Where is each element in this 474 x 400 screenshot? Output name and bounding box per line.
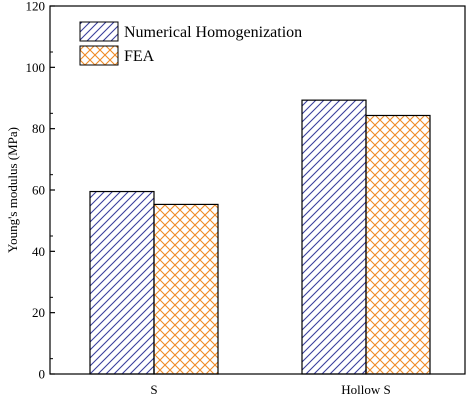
legend-label-fea: FEA <box>124 48 155 65</box>
y-tick-label: 100 <box>26 60 46 75</box>
bars <box>89 99 431 375</box>
legend-label-numerical-homogenization: Numerical Homogenization <box>124 24 302 41</box>
legend-swatch-numerical-homogenization <box>79 21 119 42</box>
y-axis-title: Young's modulus (MPa) <box>5 127 20 253</box>
legend: Numerical Homogenization FEA <box>79 21 302 66</box>
y-tick-label: 120 <box>26 0 46 14</box>
bar-numerical-homogenization-hollow-s <box>301 99 367 375</box>
y-tick-label: 60 <box>32 183 45 198</box>
bar-fea-s <box>153 203 219 375</box>
y-tick-label: 20 <box>32 305 45 320</box>
legend-swatch-fea <box>79 45 119 66</box>
y-tick-label: 0 <box>39 367 46 382</box>
y-axis: 0 20 40 60 80 100 120 <box>26 0 55 382</box>
y-tick-label: 80 <box>32 121 45 136</box>
bar-numerical-homogenization-s <box>89 190 155 375</box>
x-tick-label: Hollow S <box>341 382 390 397</box>
x-tick-label: S <box>150 382 157 397</box>
y-tick-label: 40 <box>32 244 45 259</box>
bar-fea-hollow-s <box>365 114 431 375</box>
